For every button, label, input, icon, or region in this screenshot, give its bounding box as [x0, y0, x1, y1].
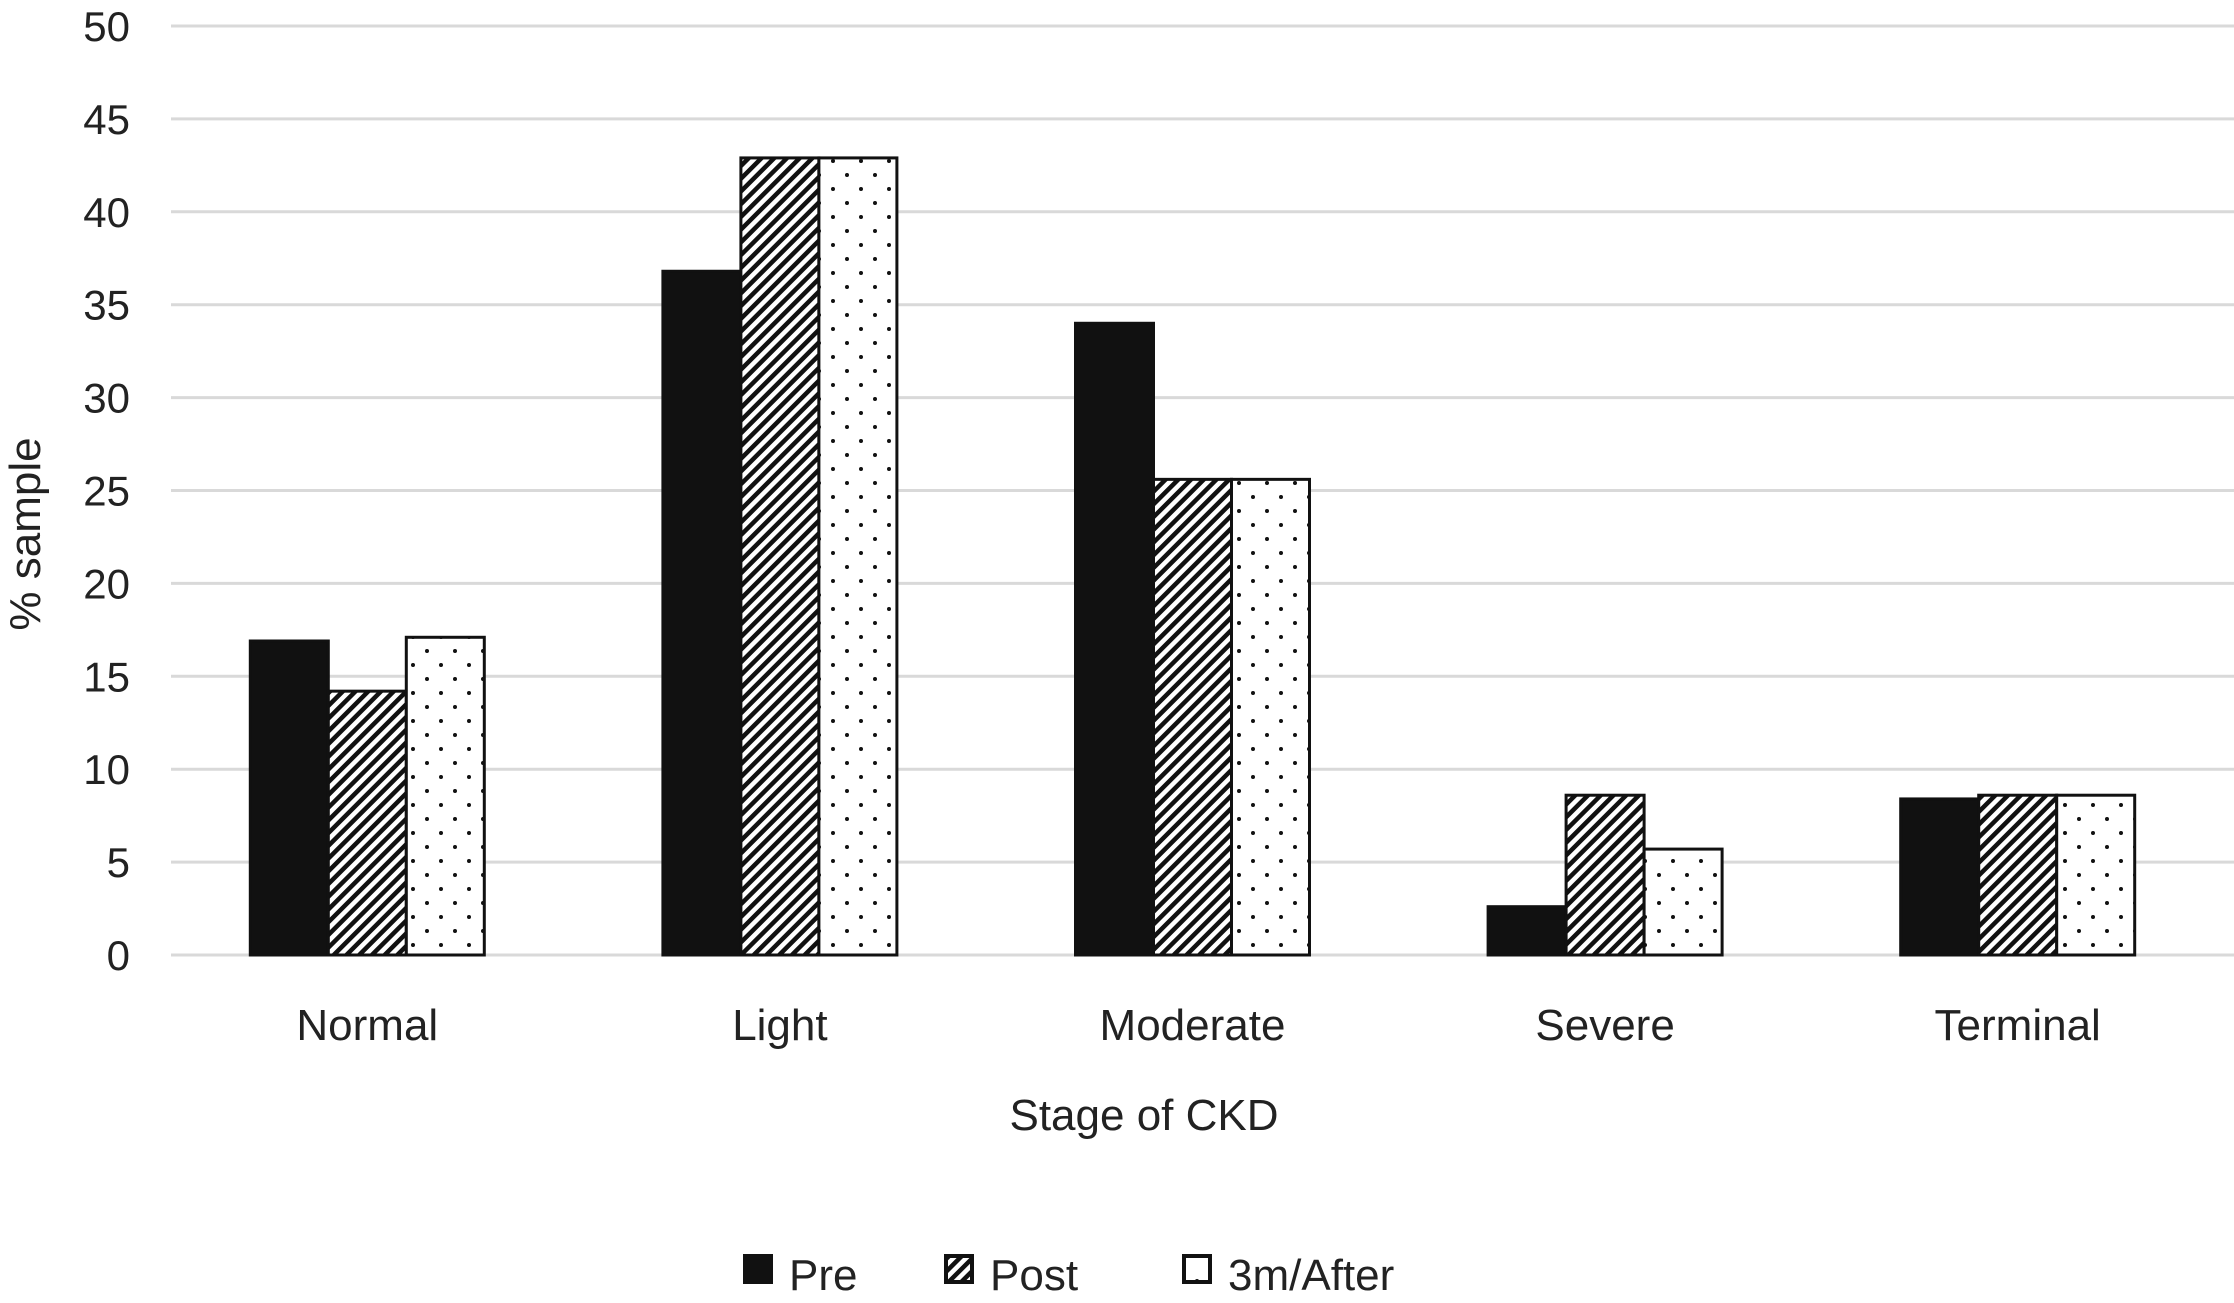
bar-post-moderate: [1152, 477, 1233, 957]
y-axis-title: % sample: [1, 437, 50, 630]
y-tick-label: 15: [83, 653, 130, 700]
bar-3m-after-normal: [404, 635, 486, 957]
legend: Pre Post 3m/After: [743, 1251, 1394, 1300]
y-tick-label: 0: [107, 932, 130, 979]
bar-post-severe: [1564, 793, 1646, 957]
bar-pre-normal: [248, 639, 330, 957]
bar-pre-severe: [1486, 905, 1568, 957]
category-label: Normal: [296, 1001, 438, 1050]
bar-pre-light: [661, 269, 743, 957]
bar-3m-after-terminal: [2055, 793, 2137, 957]
legend-label: 3m/After: [1228, 1251, 1394, 1300]
legend-swatch: [743, 1254, 773, 1284]
bar-post-normal: [326, 689, 408, 957]
x-axis-title: Stage of CKD: [1009, 1091, 1278, 1140]
bar-3m-after-moderate: [1230, 477, 1311, 957]
bar-post-light: [739, 156, 821, 957]
bar-pre-moderate: [1074, 321, 1155, 957]
legend-swatch: [944, 1254, 974, 1284]
legend-label: Post: [990, 1251, 1078, 1300]
bars: [248, 156, 2137, 957]
y-tick-label: 25: [83, 468, 130, 515]
legend-label: Pre: [789, 1251, 857, 1300]
bar-3m-after-light: [817, 156, 899, 957]
y-tick-label: 35: [83, 282, 130, 329]
y-tick-label: 40: [83, 189, 130, 236]
bar-post-terminal: [1977, 793, 2059, 957]
y-tick-label: 50: [83, 3, 130, 50]
category-label: Terminal: [1935, 1001, 2101, 1050]
bar-pre-terminal: [1899, 797, 1981, 957]
y-tick-label: 45: [83, 96, 130, 143]
category-label: Severe: [1535, 1001, 1674, 1050]
bar-3m-after-severe: [1642, 847, 1724, 957]
y-tick-label: 5: [107, 839, 130, 886]
category-labels: Normal Light Moderate Severe Terminal: [296, 1001, 2100, 1050]
y-tick-label: 10: [83, 746, 130, 793]
legend-swatch: [1182, 1254, 1212, 1284]
y-tick-label: 30: [83, 375, 130, 422]
category-label: Moderate: [1100, 1001, 1286, 1050]
category-label: Light: [732, 1001, 827, 1050]
y-tick-labels: 0 5 10 15 20 25 30 35 40 45 50: [83, 3, 130, 979]
y-tick-label: 20: [83, 560, 130, 607]
